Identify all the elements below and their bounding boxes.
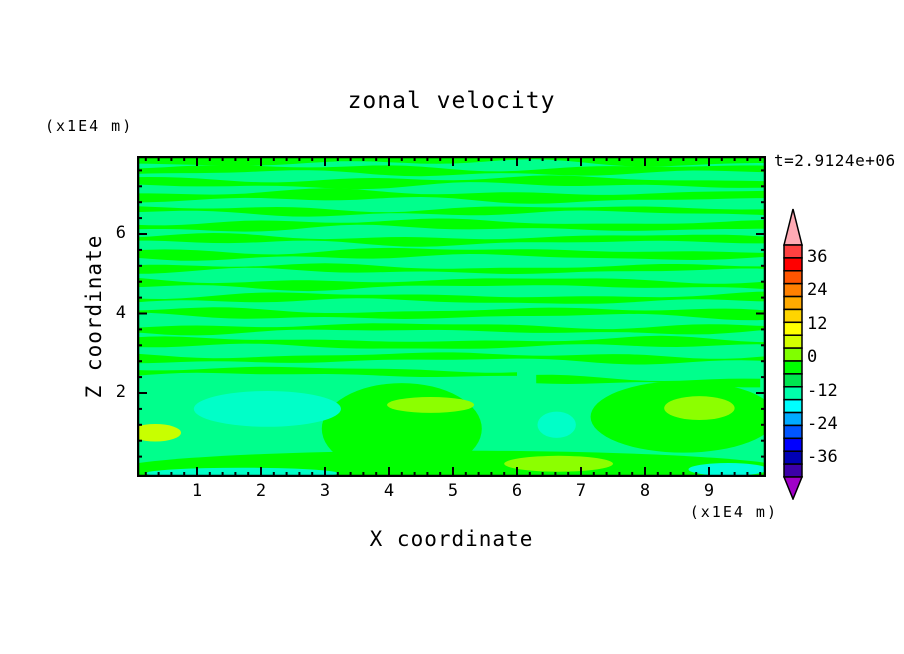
colorbar-band — [783, 270, 803, 285]
x-tick-label: 2 — [255, 481, 267, 501]
contour-stripe — [137, 247, 766, 261]
contour-stripe — [137, 233, 766, 247]
contour-stripe — [137, 156, 766, 167]
colorbar-tick-label: 0 — [807, 347, 818, 368]
contour-blob — [537, 411, 576, 438]
contour-stripe — [137, 352, 766, 365]
colorbar-band — [783, 386, 803, 401]
colorbar-band — [783, 257, 803, 272]
colorbar-tick-label: 24 — [807, 280, 828, 301]
colorbar-band — [783, 437, 803, 452]
colorbar-bottom-arrow — [783, 476, 804, 500]
contour-stripe — [137, 307, 766, 321]
colorbar-band — [783, 411, 803, 427]
z-tick-label: 4 — [115, 302, 126, 323]
x-tick-label: 5 — [447, 481, 459, 501]
contour-blob — [504, 455, 613, 472]
contour-stripe — [137, 277, 766, 292]
x-tick-label: 1 — [191, 481, 203, 501]
colorbar-band — [783, 450, 803, 465]
colorbar-band — [783, 373, 803, 388]
colorbar-tick-label: 12 — [807, 313, 828, 334]
plot-title: zonal velocity — [347, 88, 556, 114]
x-tick-label: 3 — [319, 481, 331, 501]
contour-stripe — [137, 188, 766, 204]
colorbar-band — [783, 347, 803, 362]
colorbar-band — [783, 334, 803, 349]
colorbar — [783, 208, 804, 500]
colorbar-tick-label: -24 — [807, 414, 838, 434]
z-axis-unit-label: (x1E4 m) — [45, 117, 134, 135]
x-axis-unit-label: (x1E4 m) — [689, 503, 778, 521]
colorbar-tick-label: 36 — [807, 247, 828, 267]
contour-stripe — [137, 218, 766, 232]
colorbar-band — [783, 463, 803, 478]
x-tick-label: 8 — [639, 481, 651, 501]
plot-border — [137, 156, 766, 477]
colorbar-band — [783, 321, 803, 336]
colorbar-band — [783, 424, 803, 440]
z-tick-label: 2 — [115, 382, 126, 402]
contour-stripe — [137, 323, 766, 336]
x-tick-label: 4 — [383, 481, 395, 501]
x-axis-title: X coordinate — [369, 527, 534, 551]
contour-stripe — [137, 291, 766, 304]
colorbar-band — [783, 308, 803, 324]
contour-stripe — [137, 263, 766, 274]
colorbar-band — [783, 398, 803, 414]
contour-stripe — [137, 165, 766, 177]
colorbar-top-arrow — [783, 208, 803, 246]
z-tick-label: 6 — [115, 223, 126, 243]
timestamp-label: t=2.9124e+06 — [774, 151, 896, 170]
colorbar-band — [783, 244, 803, 259]
x-tick-label: 9 — [703, 481, 715, 501]
colorbar-tick-label: -12 — [807, 380, 838, 401]
x-tick-label: 7 — [575, 481, 587, 501]
contour-blob — [193, 391, 341, 427]
contour-stripe — [137, 206, 766, 217]
contour-stripe — [137, 335, 766, 349]
colorbar-tick-label: -36 — [807, 447, 838, 468]
contour-blob — [664, 396, 735, 421]
contour-stripe — [137, 175, 766, 190]
colorbar-band — [783, 282, 803, 298]
contour-blob — [137, 424, 181, 442]
contour-plot-canvas — [137, 156, 766, 477]
contour-blob — [387, 396, 475, 413]
colorbar-band — [783, 360, 803, 375]
contour-stripe — [137, 366, 517, 377]
colorbar-band — [783, 295, 803, 311]
contour-blob — [145, 467, 338, 477]
contour-blob — [688, 462, 766, 476]
x-tick-label: 6 — [511, 481, 523, 501]
